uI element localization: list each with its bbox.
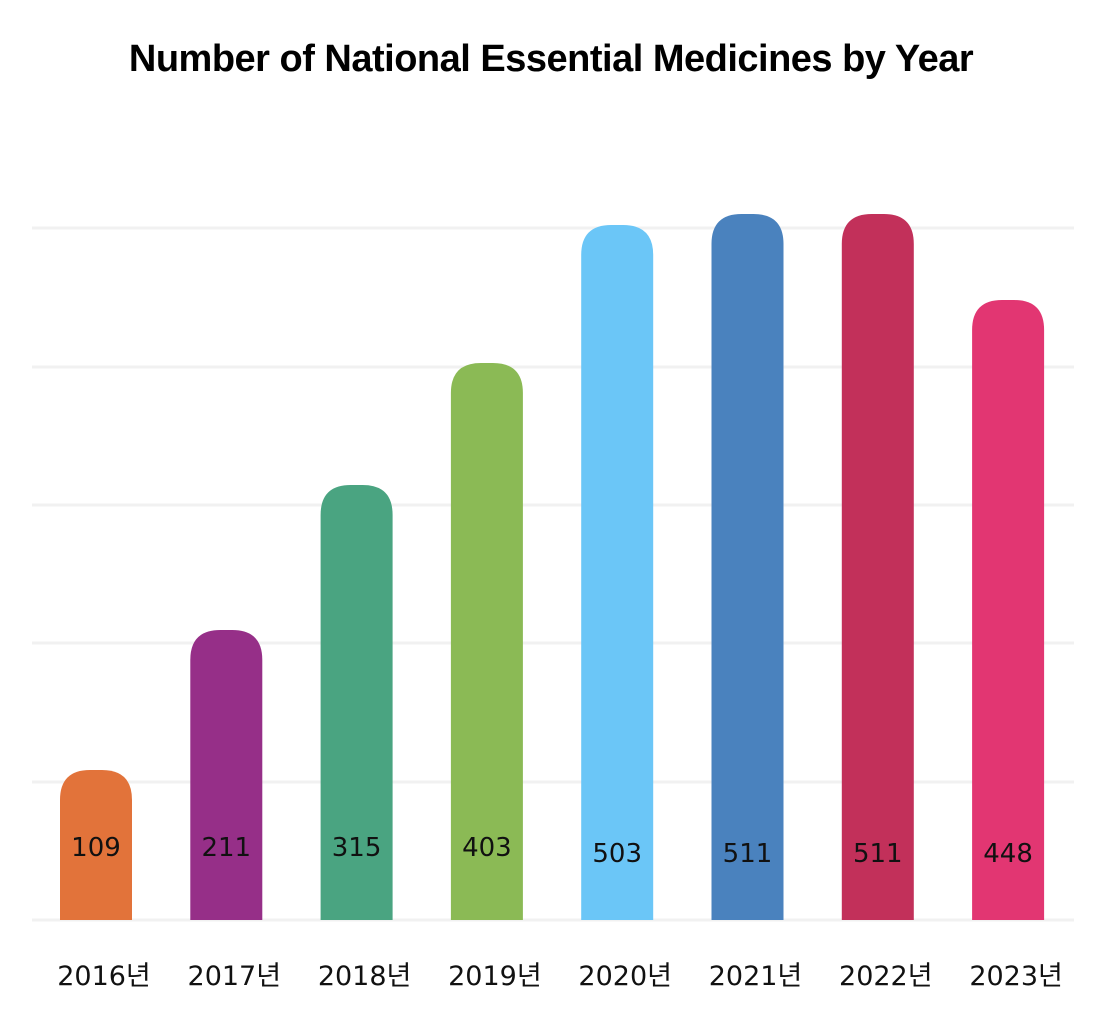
x-tick-label: 2017년 <box>188 961 282 992</box>
gridlines <box>32 226 1074 922</box>
bar-2021 <box>711 214 784 920</box>
x-tick-label: 2019년 <box>448 961 542 992</box>
x-tick-label: 2021년 <box>709 961 803 992</box>
bar-2019 <box>450 363 523 920</box>
data-label: 109 <box>71 833 121 863</box>
x-tick-label: 2023년 <box>969 961 1063 992</box>
data-label: 315 <box>332 833 382 863</box>
data-label: 503 <box>592 839 642 869</box>
bar-2022 <box>841 214 914 920</box>
bar-2017 <box>190 630 263 920</box>
x-tick-label: 2018년 <box>318 961 412 992</box>
data-label: 448 <box>983 839 1033 869</box>
x-tick-label: 2022년 <box>839 961 933 992</box>
bars <box>60 214 1045 920</box>
x-tick-label: 2016년 <box>57 961 151 992</box>
data-label: 211 <box>201 833 251 863</box>
data-label: 403 <box>462 833 512 863</box>
chart-title: Number of National Essential Medicines b… <box>128 38 974 80</box>
bar-2018 <box>320 485 393 920</box>
data-label: 511 <box>723 839 773 869</box>
x-axis-labels: 2016년 2017년 2018년 2019년 2020년 2021년 2022년 2023년 <box>57 961 1063 992</box>
data-label: 511 <box>853 839 903 869</box>
x-tick-label: 2020년 <box>578 961 672 992</box>
bar-2023 <box>972 300 1045 920</box>
bar-2016 <box>60 770 132 920</box>
bar-2020 <box>581 225 654 920</box>
value-labels: 109 211 315 403 503 511 511 448 <box>71 833 1033 869</box>
